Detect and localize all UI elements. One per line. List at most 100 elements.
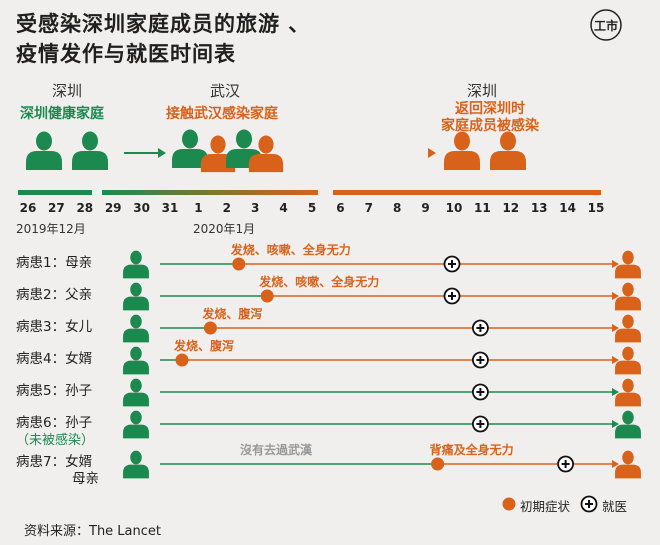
onset-dot <box>431 457 445 471</box>
day-tick-label: 10 <box>445 201 463 215</box>
title-line-2: 疫情发作与就医时间表 <box>16 42 236 66</box>
patient-start-person-icon <box>123 378 149 407</box>
day-tick-label: 11 <box>474 201 491 215</box>
onset-dot <box>260 289 274 303</box>
day-tick-label: 29 <box>104 201 122 215</box>
group-contact-wuhan: 接触武汉感染家庭 <box>166 106 278 122</box>
hospital-visit-icon <box>471 415 489 433</box>
hospital-visit-icon <box>471 351 489 369</box>
returned-infected-person-icon <box>490 131 526 170</box>
patient-healthy-person-icon <box>615 410 641 439</box>
patient-sublabel: （未被感染） <box>16 433 95 448</box>
symptom-label: 背痛及全身无力 <box>429 443 514 457</box>
patient-label: 病患2：父亲 <box>16 287 92 304</box>
source-citation: 资料来源：The Lancet <box>24 524 162 539</box>
location-shenzhen-return: 深圳 <box>467 82 498 100</box>
timeline-arrowhead <box>612 260 619 268</box>
symptom-label: 发烧、腹泻 <box>202 307 263 321</box>
day-tick-label: 14 <box>559 201 576 215</box>
legend-visit-icon <box>580 495 598 513</box>
patient-name: 病患3：女儿 <box>16 319 93 335</box>
patient-start-person-icon <box>123 450 149 479</box>
hospital-visit-icon <box>557 455 574 473</box>
patient-label: 病患1：母亲 <box>16 255 92 272</box>
logo-icon <box>590 9 622 41</box>
patient-label: 病患5：孙子 <box>16 383 92 400</box>
day-tick-label: 26 <box>19 201 37 215</box>
symptom-label: 发烧、咳嗽、全身无力 <box>259 275 380 289</box>
group-return-infected: 返回深圳时 家庭成员被感染 <box>430 101 550 135</box>
day-tick-label: 6 <box>336 201 345 215</box>
patient-infected-person-icon <box>615 450 641 479</box>
arrow-to-shenzhen-head <box>428 148 436 158</box>
logo-text: 工市 <box>594 18 618 33</box>
patient-name: 病患2：父亲 <box>16 287 93 303</box>
day-tick-label: 28 <box>76 201 94 215</box>
patient-infected-person-icon <box>615 250 641 279</box>
day-tick-label: 30 <box>133 201 150 215</box>
timeline-arrowhead <box>612 388 619 396</box>
symptom-label: 发烧、咳嗽、全身无力 <box>230 243 351 257</box>
day-tick-label: 12 <box>502 201 520 215</box>
healthy-family-person-icon <box>72 131 108 170</box>
patient-start-person-icon <box>123 250 149 279</box>
timeline-arrowhead <box>612 460 619 468</box>
patient-name: 病患1：母亲 <box>16 255 93 271</box>
patient-infected-person-icon <box>615 378 641 407</box>
patient-start-person-icon <box>123 346 149 375</box>
legend-visit-label: 就医 <box>602 499 628 514</box>
patient-label: 病患3：女儿 <box>16 319 92 336</box>
patient-name-line-2: 母亲 <box>72 471 99 487</box>
day-tick-label: 9 <box>421 201 430 215</box>
onset-dot <box>203 321 217 335</box>
period-bar-shenzhen <box>18 190 92 195</box>
group-return-line-1: 返回深圳时 <box>455 101 525 117</box>
patient-note: 沒有去過武漢 <box>240 443 313 457</box>
day-tick-label: 31 <box>161 201 179 215</box>
healthy-family-person-icon <box>26 131 62 170</box>
hospital-visit-icon <box>443 287 461 305</box>
day-tick-label: 7 <box>364 201 373 215</box>
day-tick-label: 13 <box>530 201 548 215</box>
day-tick-label: 3 <box>251 201 260 215</box>
title-line-1: 受感染深圳家庭成员的旅游 、 <box>16 12 311 36</box>
timeline-arrowhead <box>612 420 619 428</box>
day-tick-label: 2 <box>222 201 231 215</box>
patient-name: 病患4：女婿 <box>16 351 93 367</box>
patient-start-person-icon <box>123 410 149 439</box>
day-tick-label: 8 <box>393 201 402 215</box>
month-december: 2019年12月 <box>16 222 86 236</box>
patient-start-person-icon <box>123 282 149 311</box>
patient-label: 病患7：女婿 母亲 <box>16 454 99 488</box>
timeline-arrowhead <box>612 324 619 332</box>
patient-infected-person-icon <box>615 282 641 311</box>
wuhan-contact-person-icon <box>172 129 208 168</box>
patient-name: 病患5：孙子 <box>16 383 93 399</box>
location-shenzhen-start: 深圳 <box>52 82 83 100</box>
day-tick-label: 4 <box>279 201 288 215</box>
patient-label: 病患4：女婿 <box>16 351 92 368</box>
day-tick-label: 15 <box>587 201 605 215</box>
arrow-to-wuhan-head <box>158 148 166 158</box>
patient-infected-person-icon <box>615 314 641 343</box>
period-bar-return <box>333 190 601 195</box>
legend-onset-label: 初期症状 <box>520 499 571 514</box>
legend-onset-dot <box>502 497 516 511</box>
day-tick-label: 5 <box>307 201 317 215</box>
timeline-arrowhead <box>612 292 619 300</box>
patient-name: 病患6：孙子 <box>16 415 93 431</box>
wuhan-infected-person-icon <box>248 135 284 173</box>
day-tick-label: 27 <box>48 201 65 215</box>
month-january: 2020年1月 <box>193 222 256 236</box>
patient-label: 病患6：孙子 （未被感染） <box>16 415 94 449</box>
group-return-line-2: 家庭成员被感染 <box>441 118 539 134</box>
onset-dot <box>175 353 189 367</box>
returned-infected-person-icon <box>444 131 480 170</box>
timeline-arrowhead <box>612 356 619 364</box>
period-bar-wuhan <box>102 190 318 195</box>
patient-name: 病患7：女婿 <box>16 454 93 470</box>
onset-dot <box>232 257 246 271</box>
location-wuhan: 武汉 <box>210 82 241 100</box>
